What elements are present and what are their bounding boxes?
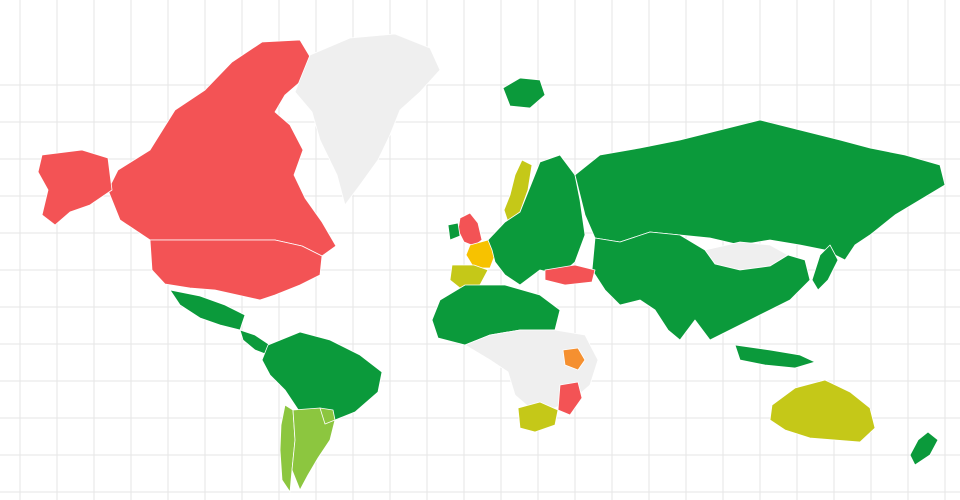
japan[interactable] <box>811 244 839 291</box>
united-kingdom[interactable] <box>457 212 483 247</box>
south-africa[interactable] <box>517 401 559 433</box>
canada[interactable] <box>107 39 337 257</box>
indonesia[interactable] <box>734 344 816 369</box>
country-layer <box>37 33 946 493</box>
uruguay[interactable] <box>319 407 336 425</box>
europe[interactable] <box>487 154 586 286</box>
mexico[interactable] <box>169 289 246 331</box>
united-states[interactable] <box>149 239 323 301</box>
chile[interactable] <box>279 404 296 493</box>
spain-portugal[interactable] <box>449 264 489 289</box>
alaska[interactable] <box>37 149 113 226</box>
iceland[interactable] <box>502 77 546 109</box>
greenland[interactable] <box>294 33 441 206</box>
ireland[interactable] <box>447 222 461 241</box>
new-zealand[interactable] <box>909 431 939 466</box>
kenya[interactable] <box>562 347 586 371</box>
sweden[interactable] <box>503 159 533 223</box>
mozambique[interactable] <box>557 381 583 416</box>
asia[interactable] <box>591 231 811 341</box>
turkey[interactable] <box>544 264 596 286</box>
australia[interactable] <box>769 379 876 443</box>
